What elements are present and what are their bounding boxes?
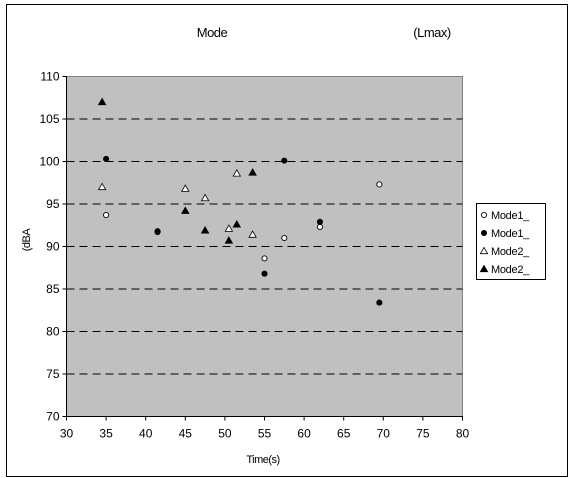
point-series-4 [224, 236, 234, 244]
legend-marker-1 [480, 211, 488, 219]
point-series-3 [97, 182, 107, 191]
chart-title: Mode [197, 25, 228, 40]
point-series-2 [281, 157, 288, 164]
y-tick-label: 90 [46, 240, 60, 254]
legend-box [476, 203, 546, 280]
y-tick-label: 85 [46, 282, 60, 296]
point-series-4 [181, 206, 190, 214]
y-tick-label: 75 [46, 367, 60, 381]
y-tick-label: 95 [46, 197, 60, 211]
legend-label-3: Mode2_ [491, 246, 530, 258]
legend-marker-3 [479, 246, 489, 255]
point-series-1 [316, 223, 323, 230]
point-series-4 [97, 97, 107, 106]
y-tick-label: 80 [46, 325, 60, 339]
legend-label-2: Mode1_ [491, 228, 530, 240]
legend-label-1: Mode1_ [491, 210, 530, 222]
x-tick-label: 40 [139, 427, 153, 441]
point-series-1 [376, 181, 383, 188]
x-tick-label: 70 [377, 427, 391, 441]
x-tick-labels: 30 35 40 45 50 55 60 65 70 75 80 [60, 416, 470, 441]
y-tick-label: 100 [39, 155, 59, 169]
y-axis-label: (dBA [21, 228, 33, 252]
grid-lines [66, 118, 463, 375]
legend-label-4: Mode2_ [491, 264, 530, 276]
point-series-2 [376, 299, 383, 306]
x-tick-label: 65 [337, 427, 351, 441]
x-tick-label: 75 [416, 427, 430, 441]
point-series-2 [261, 270, 268, 277]
point-series-3 [181, 184, 190, 192]
point-series-2 [316, 218, 323, 225]
legend: Mode1_ Mode1_ Mode2_ Mode2_ [476, 203, 546, 280]
point-series-3 [224, 224, 234, 232]
x-tick-label: 50 [218, 427, 232, 441]
point-series-4 [232, 219, 242, 228]
point-series-1 [261, 255, 268, 262]
data-points [97, 97, 383, 306]
point-series-4 [248, 168, 257, 176]
point-series-4 [200, 225, 210, 234]
x-tick-label: 55 [258, 427, 272, 441]
x-tick-label: 30 [60, 427, 74, 441]
point-series-3 [248, 230, 257, 238]
point-series-2 [103, 155, 110, 162]
point-series-3 [232, 168, 242, 177]
y-tick-label: 70 [46, 410, 60, 424]
point-series-2 [154, 228, 161, 236]
point-series-1 [281, 234, 288, 242]
x-tick-label: 80 [456, 427, 470, 441]
x-axis-label: Time(s) [246, 454, 279, 466]
x-tick-label: 35 [99, 427, 113, 441]
legend-marker-2 [480, 229, 488, 237]
point-series-1 [103, 211, 110, 219]
y-tick-labels: 70 75 80 85 90 95 100 105 110 [39, 70, 67, 424]
chart-title-right: (Lmax) [413, 25, 451, 40]
y-tick-label: 110 [40, 70, 59, 84]
x-tick-label: 45 [179, 427, 193, 441]
y-tick-label: 105 [39, 112, 59, 126]
point-series-3 [200, 193, 210, 202]
x-tick-label: 60 [297, 427, 311, 441]
legend-marker-4 [479, 264, 489, 273]
